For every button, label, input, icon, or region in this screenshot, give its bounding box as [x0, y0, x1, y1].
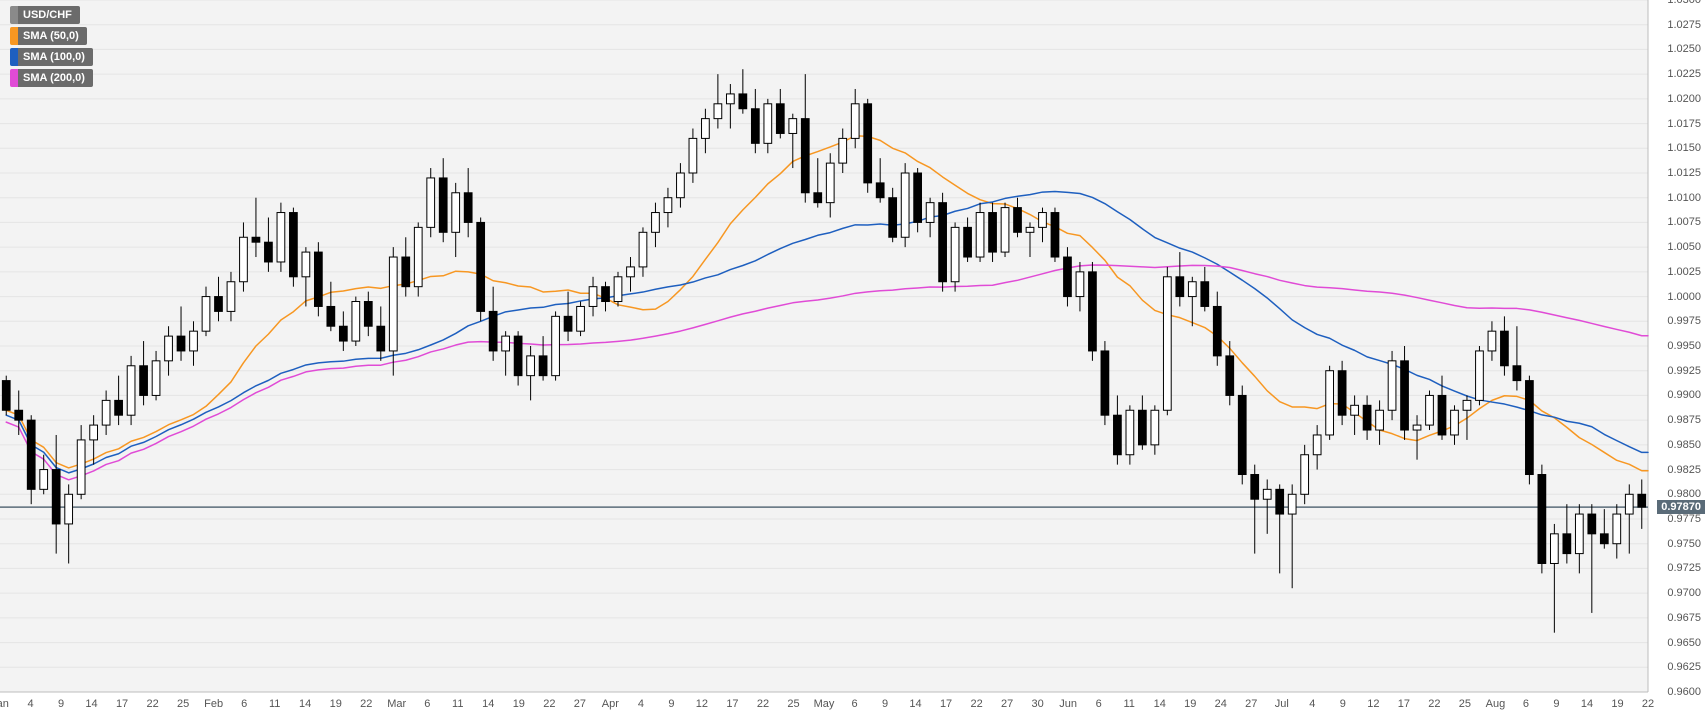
y-axis-label: 0.9825 [1667, 464, 1701, 476]
x-axis-label: 11 [452, 698, 463, 710]
x-axis-label: 19 [1611, 698, 1623, 710]
y-axis-label: 0.9950 [1667, 340, 1701, 352]
y-axis-label: 0.9650 [1667, 637, 1701, 649]
y-axis-label: 1.0275 [1667, 19, 1701, 31]
chart-legend: USD/CHF SMA (50,0) SMA (100,0) SMA (200,0) [10, 6, 93, 90]
y-axis-label: 0.9725 [1667, 562, 1701, 574]
x-axis-label: 30 [1032, 698, 1044, 710]
x-axis-label: 19 [513, 698, 525, 710]
x-axis-label: 4 [27, 698, 33, 710]
x-axis-label: 6 [851, 698, 857, 710]
x-axis-label: Mar [387, 698, 406, 710]
x-axis-label: 6 [1096, 698, 1102, 710]
x-axis-label: 17 [940, 698, 952, 710]
x-axis-label: 9 [1553, 698, 1559, 710]
y-axis-label: 1.0075 [1667, 216, 1701, 228]
legend-indicator: SMA (50,0) [10, 27, 93, 45]
x-axis-label: 22 [360, 698, 372, 710]
y-axis-label: 0.9925 [1667, 365, 1701, 377]
x-axis-label: 11 [1123, 698, 1134, 710]
x-axis-label: Feb [204, 698, 223, 710]
x-axis-label: 22 [1642, 698, 1654, 710]
x-axis-label: 9 [58, 698, 64, 710]
x-axis-label: 19 [330, 698, 342, 710]
y-axis-label: 0.9700 [1667, 587, 1701, 599]
x-axis-label: 25 [787, 698, 799, 710]
price-chart[interactable]: USD/CHFSMA (50,0)SMA (100,0)SMA (200,0) … [0, 0, 1707, 712]
x-axis-label: 6 [424, 698, 430, 710]
x-axis-label: 19 [1184, 698, 1196, 710]
y-axis-label: 0.9675 [1667, 612, 1701, 624]
y-axis-label: 0.9600 [1667, 686, 1701, 698]
x-axis-label: 12 [696, 698, 708, 710]
current-price-badge: 0.97870 [1657, 500, 1705, 514]
y-axis-label: 1.0225 [1667, 68, 1701, 80]
legend-symbol: USD/CHF [10, 6, 93, 24]
x-axis-label: 6 [1523, 698, 1529, 710]
x-axis-label: Jun [1059, 698, 1077, 710]
y-axis-label: 0.9625 [1667, 661, 1701, 673]
x-axis-label: 6 [241, 698, 247, 710]
x-axis-label: 17 [1398, 698, 1410, 710]
y-axis-label: 1.0100 [1667, 192, 1701, 204]
x-axis-label: Jul [1275, 698, 1289, 710]
y-axis-label: 1.0200 [1667, 93, 1701, 105]
x-axis-label: 14 [482, 698, 494, 710]
x-axis-label: 9 [1340, 698, 1346, 710]
legend-indicator: SMA (100,0) [10, 48, 93, 66]
x-axis-label: 9 [668, 698, 674, 710]
y-axis-label: 1.0175 [1667, 118, 1701, 130]
x-axis-label: 22 [146, 698, 158, 710]
x-axis-label: 17 [116, 698, 128, 710]
y-axis-label: 0.9850 [1667, 439, 1701, 451]
x-axis-label: 14 [299, 698, 311, 710]
y-axis-label: 1.0000 [1667, 291, 1701, 303]
y-axis-label: 0.9800 [1667, 488, 1701, 500]
x-axis-label: 25 [177, 698, 189, 710]
y-axis-label: 0.9975 [1667, 315, 1701, 327]
x-axis-label: 11 [269, 698, 280, 710]
y-axis-label: 0.9750 [1667, 538, 1701, 550]
x-axis-label: 14 [1581, 698, 1593, 710]
y-axis-label: 0.9875 [1667, 414, 1701, 426]
x-axis-label: 27 [1001, 698, 1013, 710]
x-axis-label: 27 [574, 698, 586, 710]
chart-svg [0, 0, 1707, 712]
x-axis-label: 22 [1428, 698, 1440, 710]
x-axis-label: 14 [909, 698, 921, 710]
x-axis-label: 14 [1154, 698, 1166, 710]
x-axis-label: 25 [1459, 698, 1471, 710]
x-axis-label: Aug [1486, 698, 1506, 710]
x-axis-label: 24 [1215, 698, 1227, 710]
x-axis-label: Apr [602, 698, 619, 710]
x-axis-label: 22 [970, 698, 982, 710]
y-axis-label: 0.9775 [1667, 513, 1701, 525]
x-axis-label: 17 [726, 698, 738, 710]
x-axis-label: 9 [882, 698, 888, 710]
y-axis-label: 1.0300 [1667, 0, 1701, 6]
x-axis-label: May [814, 698, 835, 710]
y-axis-label: 1.0125 [1667, 167, 1701, 179]
y-axis-label: 1.0025 [1667, 266, 1701, 278]
y-axis-label: 1.0050 [1667, 241, 1701, 253]
legend-indicator: SMA (200,0) [10, 69, 93, 87]
y-axis-label: 1.0250 [1667, 43, 1701, 55]
x-axis-label: 22 [543, 698, 555, 710]
x-axis-label: 14 [85, 698, 97, 710]
x-axis-label: 12 [1367, 698, 1379, 710]
x-axis-label: 27 [1245, 698, 1257, 710]
x-axis-label: 22 [757, 698, 769, 710]
x-axis-label: 4 [1309, 698, 1315, 710]
x-axis-label: Jan [0, 698, 9, 710]
y-axis-label: 1.0150 [1667, 142, 1701, 154]
y-axis-label: 0.9900 [1667, 389, 1701, 401]
x-axis-label: 4 [638, 698, 644, 710]
